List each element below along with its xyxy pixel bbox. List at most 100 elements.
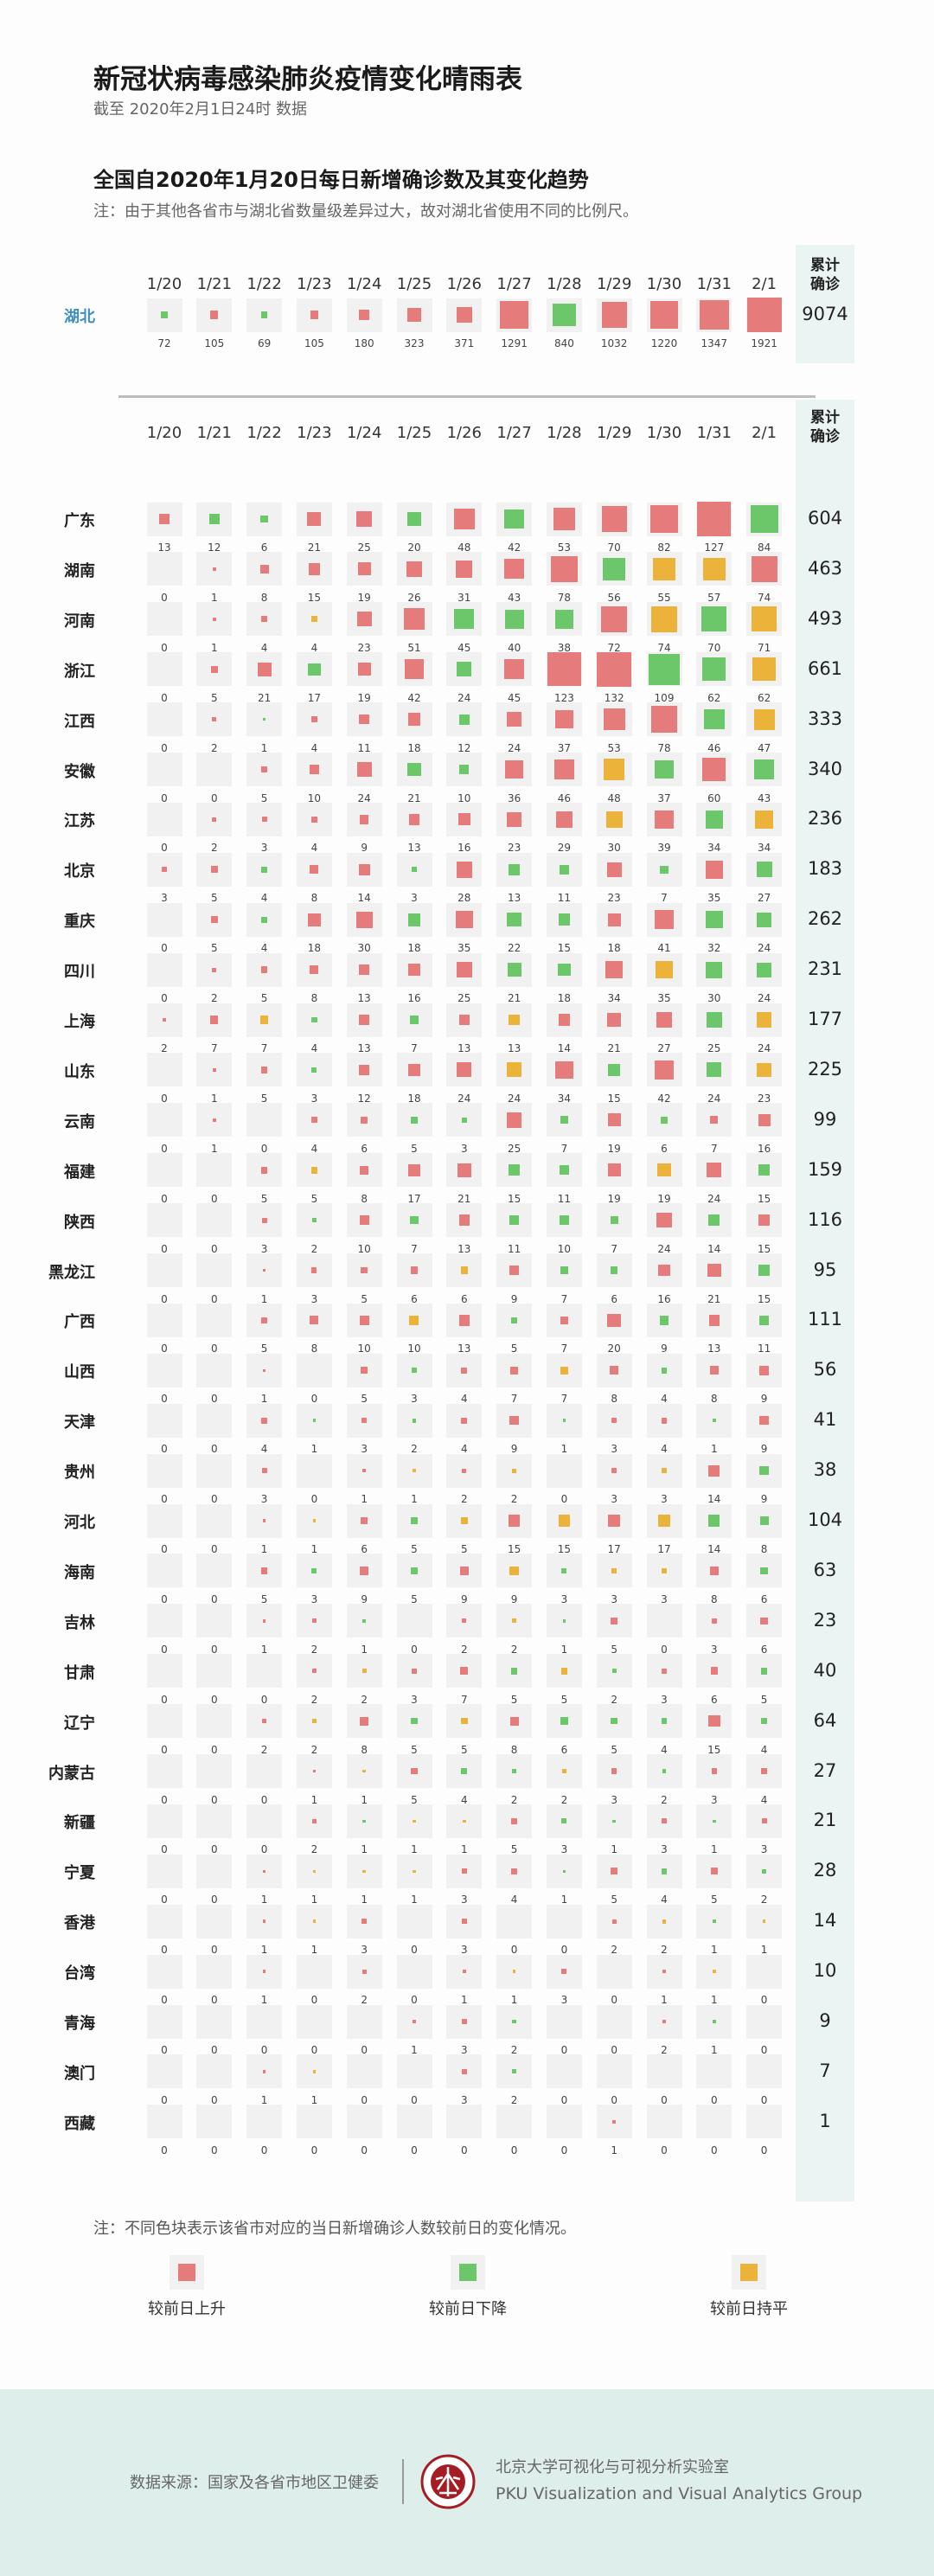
case-count-label: 1: [310, 1793, 318, 1806]
case-count-label: 23: [607, 892, 621, 905]
case-square-up: [407, 1163, 421, 1176]
case-square-up: [262, 1368, 266, 1373]
case-count-label: 7: [411, 1042, 418, 1054]
case-square-up: [612, 2120, 616, 2124]
case-count-label: 3: [661, 1493, 668, 1506]
case-square-down: [507, 913, 521, 927]
data-source: 数据来源：国家及各省市地区卫健委: [130, 2474, 379, 2492]
case-count-label: 10: [307, 791, 322, 804]
case-square-up: [361, 1266, 368, 1274]
case-square-down: [759, 1516, 769, 1525]
case-count-label: 72: [607, 641, 621, 654]
date-header: 1/28: [547, 275, 582, 293]
case-square-up: [457, 813, 470, 826]
case-square-flat: [312, 2070, 317, 2073]
date-header: 1/23: [297, 275, 332, 293]
case-count-label: 48: [607, 791, 621, 804]
case-count-label: 34: [557, 1092, 572, 1105]
case-count-label: 0: [210, 1543, 218, 1555]
case-square-up: [355, 911, 373, 928]
case-square-down: [411, 1567, 418, 1574]
case-count-label: 62: [707, 691, 721, 704]
case-count-label: 70: [607, 541, 621, 554]
case-square-up: [403, 608, 425, 631]
case-count-label: 1347: [700, 337, 728, 349]
province-label: 河南: [64, 612, 95, 631]
case-count-label: 0: [161, 1242, 168, 1255]
case-square-up: [606, 862, 622, 877]
case-count-label: 23: [507, 842, 521, 855]
case-count-label: 0: [161, 1693, 168, 1706]
cumulative-total: 63: [813, 1559, 837, 1580]
case-count-label: 0: [161, 1292, 168, 1305]
case-square-down: [661, 1367, 668, 1374]
case-count-label: 5: [260, 1192, 268, 1205]
case-count-label: 8: [710, 1592, 718, 1605]
cell-background: [196, 1253, 233, 1287]
case-count-label: 4: [661, 1443, 668, 1456]
case-count-label: 1: [611, 1843, 617, 1856]
case-count-label: 2: [210, 992, 218, 1005]
case-count-label: 0: [260, 2044, 268, 2056]
case-square-flat: [755, 811, 773, 829]
case-count-label: 2: [310, 1693, 318, 1706]
case-count-label: 18: [407, 1092, 421, 1105]
case-square-up: [308, 563, 321, 575]
case-count-label: 0: [210, 791, 218, 804]
case-count-label: 35: [707, 892, 721, 905]
legend-swatch-up: [178, 2264, 195, 2281]
case-count-label: 46: [557, 791, 572, 804]
case-square-flat: [413, 1819, 416, 1823]
case-count-label: 57: [707, 591, 721, 604]
case-square-up: [650, 301, 678, 329]
case-count-label: 19: [607, 1142, 621, 1155]
province-label: 青海: [64, 2015, 95, 2033]
case-square-flat: [361, 1669, 367, 1674]
case-count-label: 3: [411, 1393, 418, 1406]
case-square-flat: [655, 960, 674, 979]
case-count-label: 3: [661, 1592, 668, 1605]
case-count-label: 24: [357, 791, 371, 804]
province-label: 宁夏: [64, 1864, 95, 1883]
case-count-label: 18: [407, 741, 421, 754]
cumulative-total: 10: [813, 1960, 837, 1982]
cumulative-total: 28: [813, 1860, 837, 1881]
cell-background: [646, 2054, 682, 2089]
case-count-label: 0: [161, 1944, 168, 1957]
case-count-label: 8: [310, 892, 318, 905]
case-count-label: 48: [457, 541, 471, 554]
province-label: 四川: [64, 963, 95, 982]
case-count-label: 5: [310, 1192, 318, 1205]
case-count-label: 7: [260, 1042, 268, 1054]
case-square-down: [508, 1163, 521, 1176]
case-square-down: [758, 1163, 771, 1176]
lab-name-cn: 北京大学可视化与可视分析实验室: [496, 2458, 729, 2477]
case-square-up: [262, 1619, 266, 1623]
case-square-flat: [558, 1515, 571, 1527]
case-count-label: 20: [407, 541, 421, 554]
case-square-up: [711, 1618, 717, 1624]
case-count-label: 19: [357, 691, 371, 704]
cumulative-panel-hubei: [796, 245, 854, 363]
case-count-label: 4: [310, 1142, 318, 1155]
cell-background: [146, 1854, 182, 1888]
case-count-label: 41: [657, 942, 671, 955]
case-count-label: 14: [707, 1543, 721, 1555]
case-square-up: [262, 1919, 266, 1923]
case-count-label: 6: [361, 1142, 368, 1155]
page-title: 新冠状病毒感染肺炎疫情变化晴雨表: [93, 64, 522, 95]
case-square-up: [310, 865, 319, 875]
case-count-label: 4: [661, 1393, 668, 1406]
case-count-label: 5: [710, 1894, 718, 1906]
case-count-label: 11: [507, 1242, 521, 1255]
cumulative-total: 23: [813, 1609, 837, 1631]
case-square-down: [560, 1266, 568, 1275]
case-square-down: [510, 1317, 518, 1324]
case-square-down: [457, 662, 472, 677]
cumulative-total: 9: [819, 2010, 831, 2031]
case-square-down: [504, 509, 524, 529]
case-square-up: [213, 618, 216, 621]
case-count-label: 1: [210, 1092, 218, 1105]
case-count-label: 0: [411, 1944, 418, 1957]
case-square-flat: [661, 1567, 667, 1573]
